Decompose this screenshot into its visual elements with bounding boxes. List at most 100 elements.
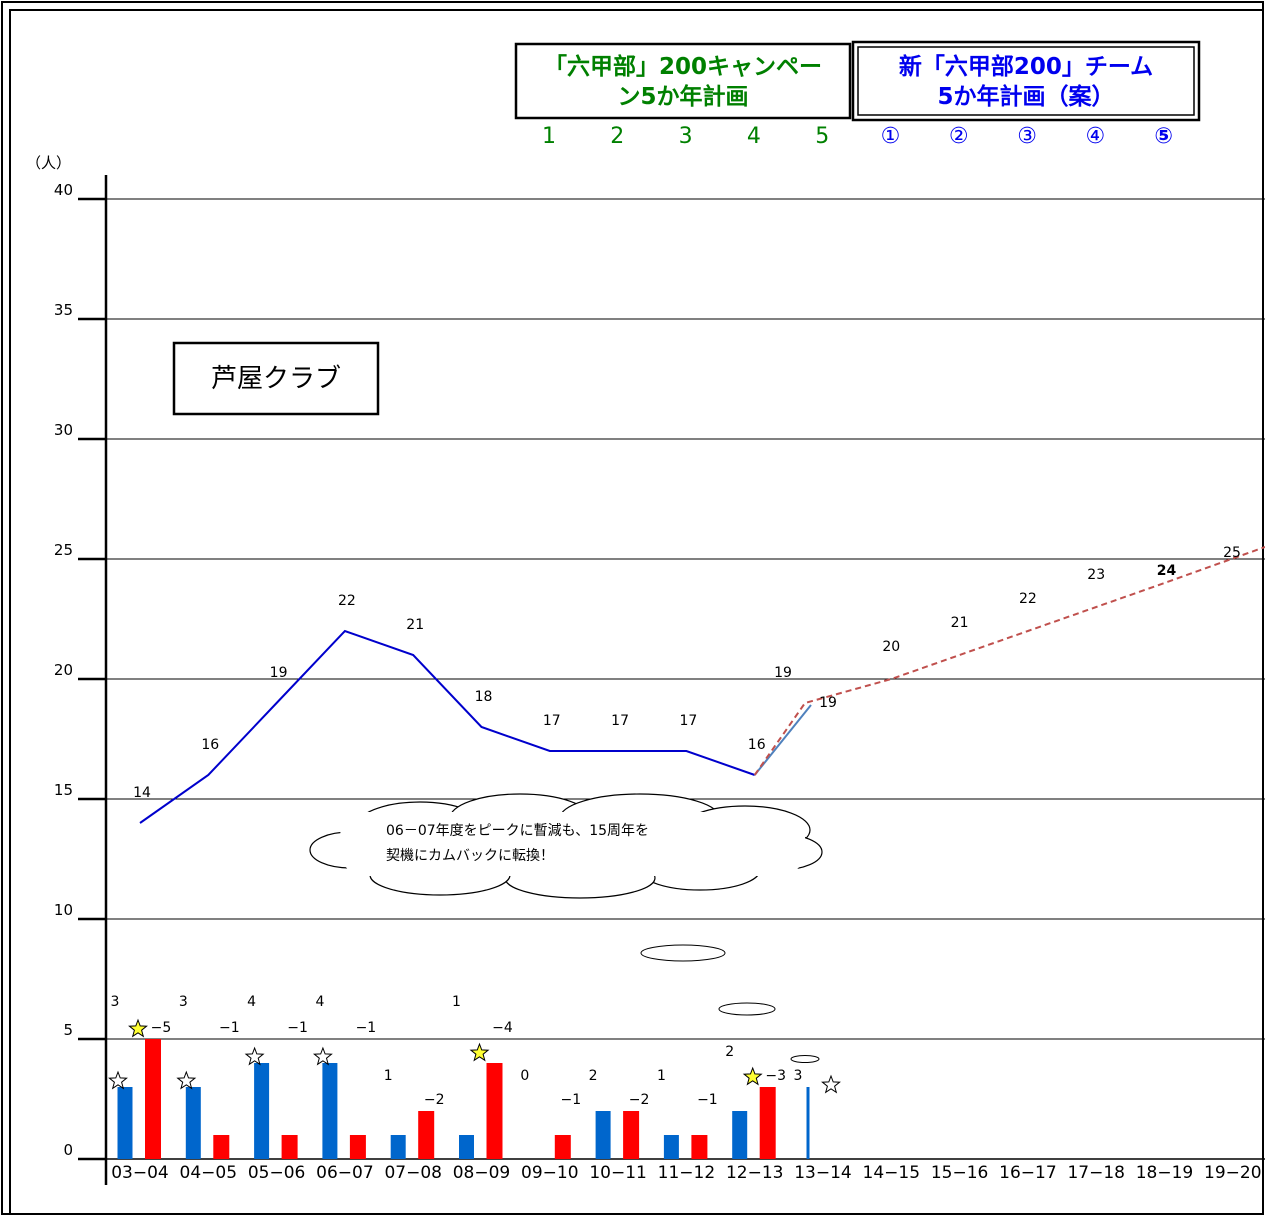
actual-line-segment-13-14 [753, 704, 812, 776]
bar-left [145, 1039, 161, 1159]
bar-joined-label: 3 [179, 994, 188, 1010]
plan-year-numbers: 1 2 3 4 5 ① ② ③ ④ ⑤ [542, 124, 1173, 149]
bar-left-label: −4 [492, 1020, 513, 1036]
plan-year-6: ① [881, 124, 901, 149]
bar-joined-label: 0 [520, 1068, 529, 1084]
club-box [172, 341, 380, 416]
actual-value-label: 18 [475, 689, 493, 705]
x-tick-label: 03−04 [111, 1163, 169, 1183]
plan-year-8: ③ [1017, 124, 1037, 149]
bar-joined-label: 1 [452, 994, 461, 1010]
y-tick-label-35: 35 [54, 301, 73, 319]
x-tick-label: 17−18 [1067, 1163, 1125, 1183]
x-tick-label: 07−08 [384, 1163, 442, 1183]
plan-value-label: 25 [1223, 545, 1241, 561]
bar-joined [806, 1087, 810, 1159]
bar-joined-label: 3 [794, 1068, 803, 1084]
bar-left-label: −5 [151, 1020, 172, 1036]
actual-line [139, 629, 756, 824]
plan-year-9: ④ [1086, 124, 1106, 149]
bar-joined [254, 1063, 270, 1159]
star-markers [108, 1018, 841, 1094]
plan-year-3: 3 [679, 124, 693, 149]
plan-year-7: ② [949, 124, 969, 149]
actual-value-label: 16 [748, 737, 766, 753]
new-plan-box-outer [851, 40, 1201, 122]
star-icon [128, 1018, 148, 1038]
actual-value-label: 17 [611, 713, 629, 729]
callout-text-line2: 契機にカムバックに転換！ [386, 848, 554, 864]
x-tick-label: 08−09 [453, 1163, 511, 1183]
club-name: 芦屋クラブ [211, 364, 341, 394]
y-tick-label-0: 0 [63, 1141, 73, 1159]
new-plan-box-inner [857, 46, 1195, 116]
y-tick-label-5: 5 [63, 1021, 73, 1039]
y-axis: （人） 0 5 10 15 20 25 30 35 40 [26, 154, 108, 1185]
y-tick-label-15: 15 [54, 781, 73, 799]
y-tick-label-10: 10 [54, 901, 73, 919]
x-tick-label: 06−07 [316, 1163, 374, 1183]
x-tick-label: 09−10 [521, 1163, 579, 1183]
plan-value-label: 21 [951, 615, 969, 631]
bar-left [281, 1135, 298, 1159]
bar-joined-label: 1 [657, 1068, 666, 1084]
old-plan-title-line1: 「六甲部」200キャンペー [544, 53, 822, 80]
bar-joined [663, 1135, 679, 1159]
callout-cloud: 06－07年度をピークに暫減も、15周年を 契機にカムバックに転換！ [309, 793, 823, 899]
decor-oval-1 [640, 944, 726, 962]
x-tick-label: 04−05 [180, 1163, 238, 1183]
bar-joined [459, 1135, 474, 1159]
bar-left [759, 1087, 776, 1159]
decor-oval-2 [718, 1002, 776, 1016]
bar-left-label: −1 [560, 1092, 581, 1108]
bar-left [349, 1135, 366, 1159]
actual-value-label: 19 [774, 665, 792, 681]
bar-labels: 3 3 4 4 1 1 0 2 1 2 3 −5 −1 −1 −1 −2 −4 −1 −2 −1 −3 [111, 994, 803, 1108]
bar-left [691, 1135, 708, 1159]
new-plan-title-line2: 5か年計画（案） [937, 83, 1114, 110]
star-icon [108, 1070, 128, 1090]
gridlines [106, 198, 1265, 1160]
y-tick-label-30: 30 [54, 421, 73, 439]
decor-oval-3 [790, 1055, 820, 1063]
new-plan-title-line1: 新「六甲部200」チーム [899, 53, 1153, 80]
y-axis-label: （人） [26, 154, 71, 172]
bar-left-label: −2 [629, 1092, 650, 1108]
x-tick-label: 19−20 [1204, 1163, 1262, 1183]
bar-left-label: −1 [287, 1020, 308, 1036]
y-tick-label-20: 20 [54, 661, 73, 679]
y-tick-label-25: 25 [54, 541, 73, 559]
star-icon [312, 1046, 333, 1066]
bar-left [418, 1111, 435, 1159]
line-series [139, 546, 1265, 824]
bar-left [486, 1063, 503, 1159]
x-tick-label: 15−16 [931, 1163, 989, 1183]
actual-value-label: 16 [201, 737, 219, 753]
bar-joined [185, 1087, 201, 1159]
actual-value-label: 22 [338, 593, 356, 609]
actual-value-label: 14 [133, 785, 151, 801]
header-old-plan: 「六甲部」200キャンペー ン5か年計画 [514, 42, 852, 120]
plan-value-label: 19 [819, 695, 837, 711]
bar-joined [595, 1111, 611, 1159]
x-tick-label: 12−13 [726, 1163, 784, 1183]
x-tick-label: 18−19 [1136, 1163, 1194, 1183]
x-tick-label: 16−17 [999, 1163, 1057, 1183]
bar-joined [322, 1063, 338, 1159]
club-label-box: 芦屋クラブ [172, 341, 380, 416]
star-icon [244, 1046, 265, 1066]
plan-value-label: 20 [882, 639, 900, 655]
actual-value-label: 19 [270, 665, 288, 681]
x-tick-label: 13−14 [794, 1163, 852, 1183]
plan-value-label: 24 [1157, 563, 1177, 579]
star-icon [742, 1066, 763, 1086]
bar-joined-label: 2 [725, 1044, 734, 1060]
x-tick-label: 14−15 [863, 1163, 921, 1183]
star-icon [821, 1074, 841, 1094]
actual-value-label: 17 [679, 713, 697, 729]
actual-value-label: 21 [406, 617, 424, 633]
bar-joined-label: 2 [589, 1068, 598, 1084]
x-axis-categories: 03−04 04−05 05−06 06−07 07−08 08−09 09−10 10−11… [111, 1163, 1261, 1183]
